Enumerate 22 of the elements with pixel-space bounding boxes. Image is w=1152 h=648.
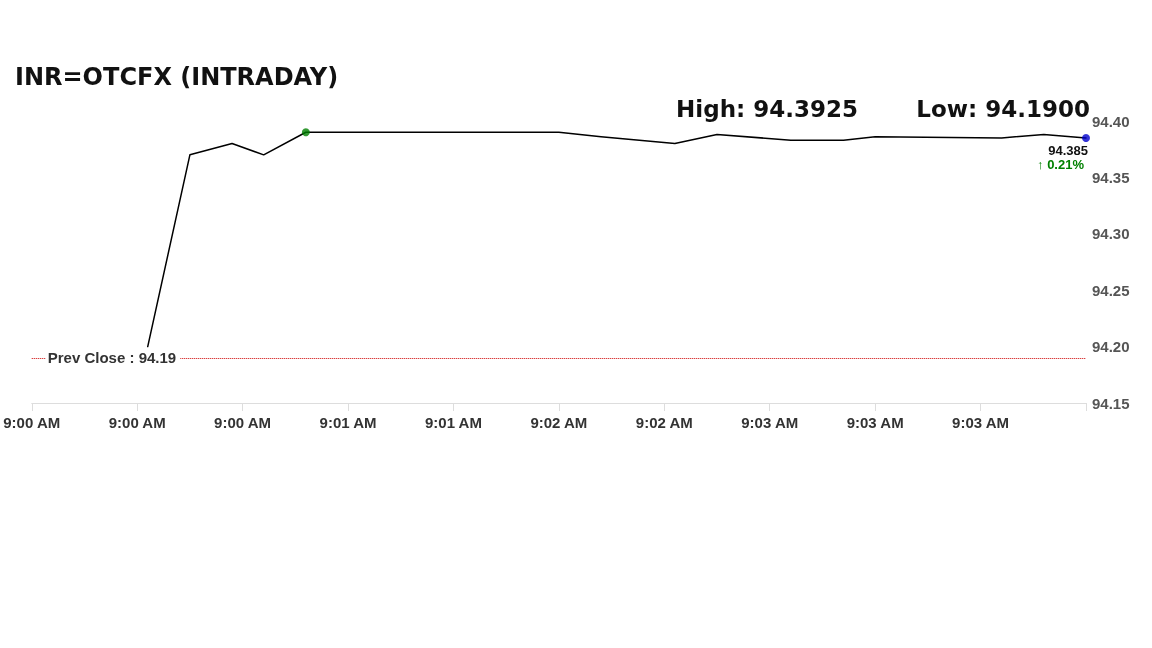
y-tick-label: 94.40: [1092, 112, 1130, 130]
y-tick-label: 94.35: [1092, 168, 1130, 186]
x-tick-label: 9:02 AM: [635, 414, 693, 431]
x-tick-label: 9:02 AM: [530, 414, 588, 431]
y-tick-label: 94.30: [1092, 225, 1130, 243]
y-tick-label: 94.25: [1092, 281, 1130, 299]
ref-line-label: Prev Close : 94.19: [47, 348, 177, 366]
x-tick-label: 9:01 AM: [319, 414, 377, 431]
y-tick-label: 94.15: [1092, 394, 1130, 412]
x-tick-label: 9:03 AM: [741, 414, 799, 431]
chart-title: INR=OTCFX (INTRADAY): [15, 63, 339, 91]
annotation: ↑ 0.21%: [1037, 157, 1085, 172]
annotation: High: 94.3925: [676, 95, 858, 122]
annotation: Low: 94.1900: [916, 95, 1090, 122]
x-tick-label: 9:00 AM: [108, 414, 166, 431]
x-tick-label: 9:00 AM: [3, 414, 61, 431]
x-tick-label: 9:01 AM: [424, 414, 482, 431]
x-tick-label: 9:03 AM: [846, 414, 904, 431]
y-tick-label: 94.20: [1092, 338, 1130, 356]
annotation: 94.385: [1048, 142, 1088, 158]
x-tick-label: 9:00 AM: [214, 414, 272, 431]
x-tick-label: 9:03 AM: [952, 414, 1010, 431]
